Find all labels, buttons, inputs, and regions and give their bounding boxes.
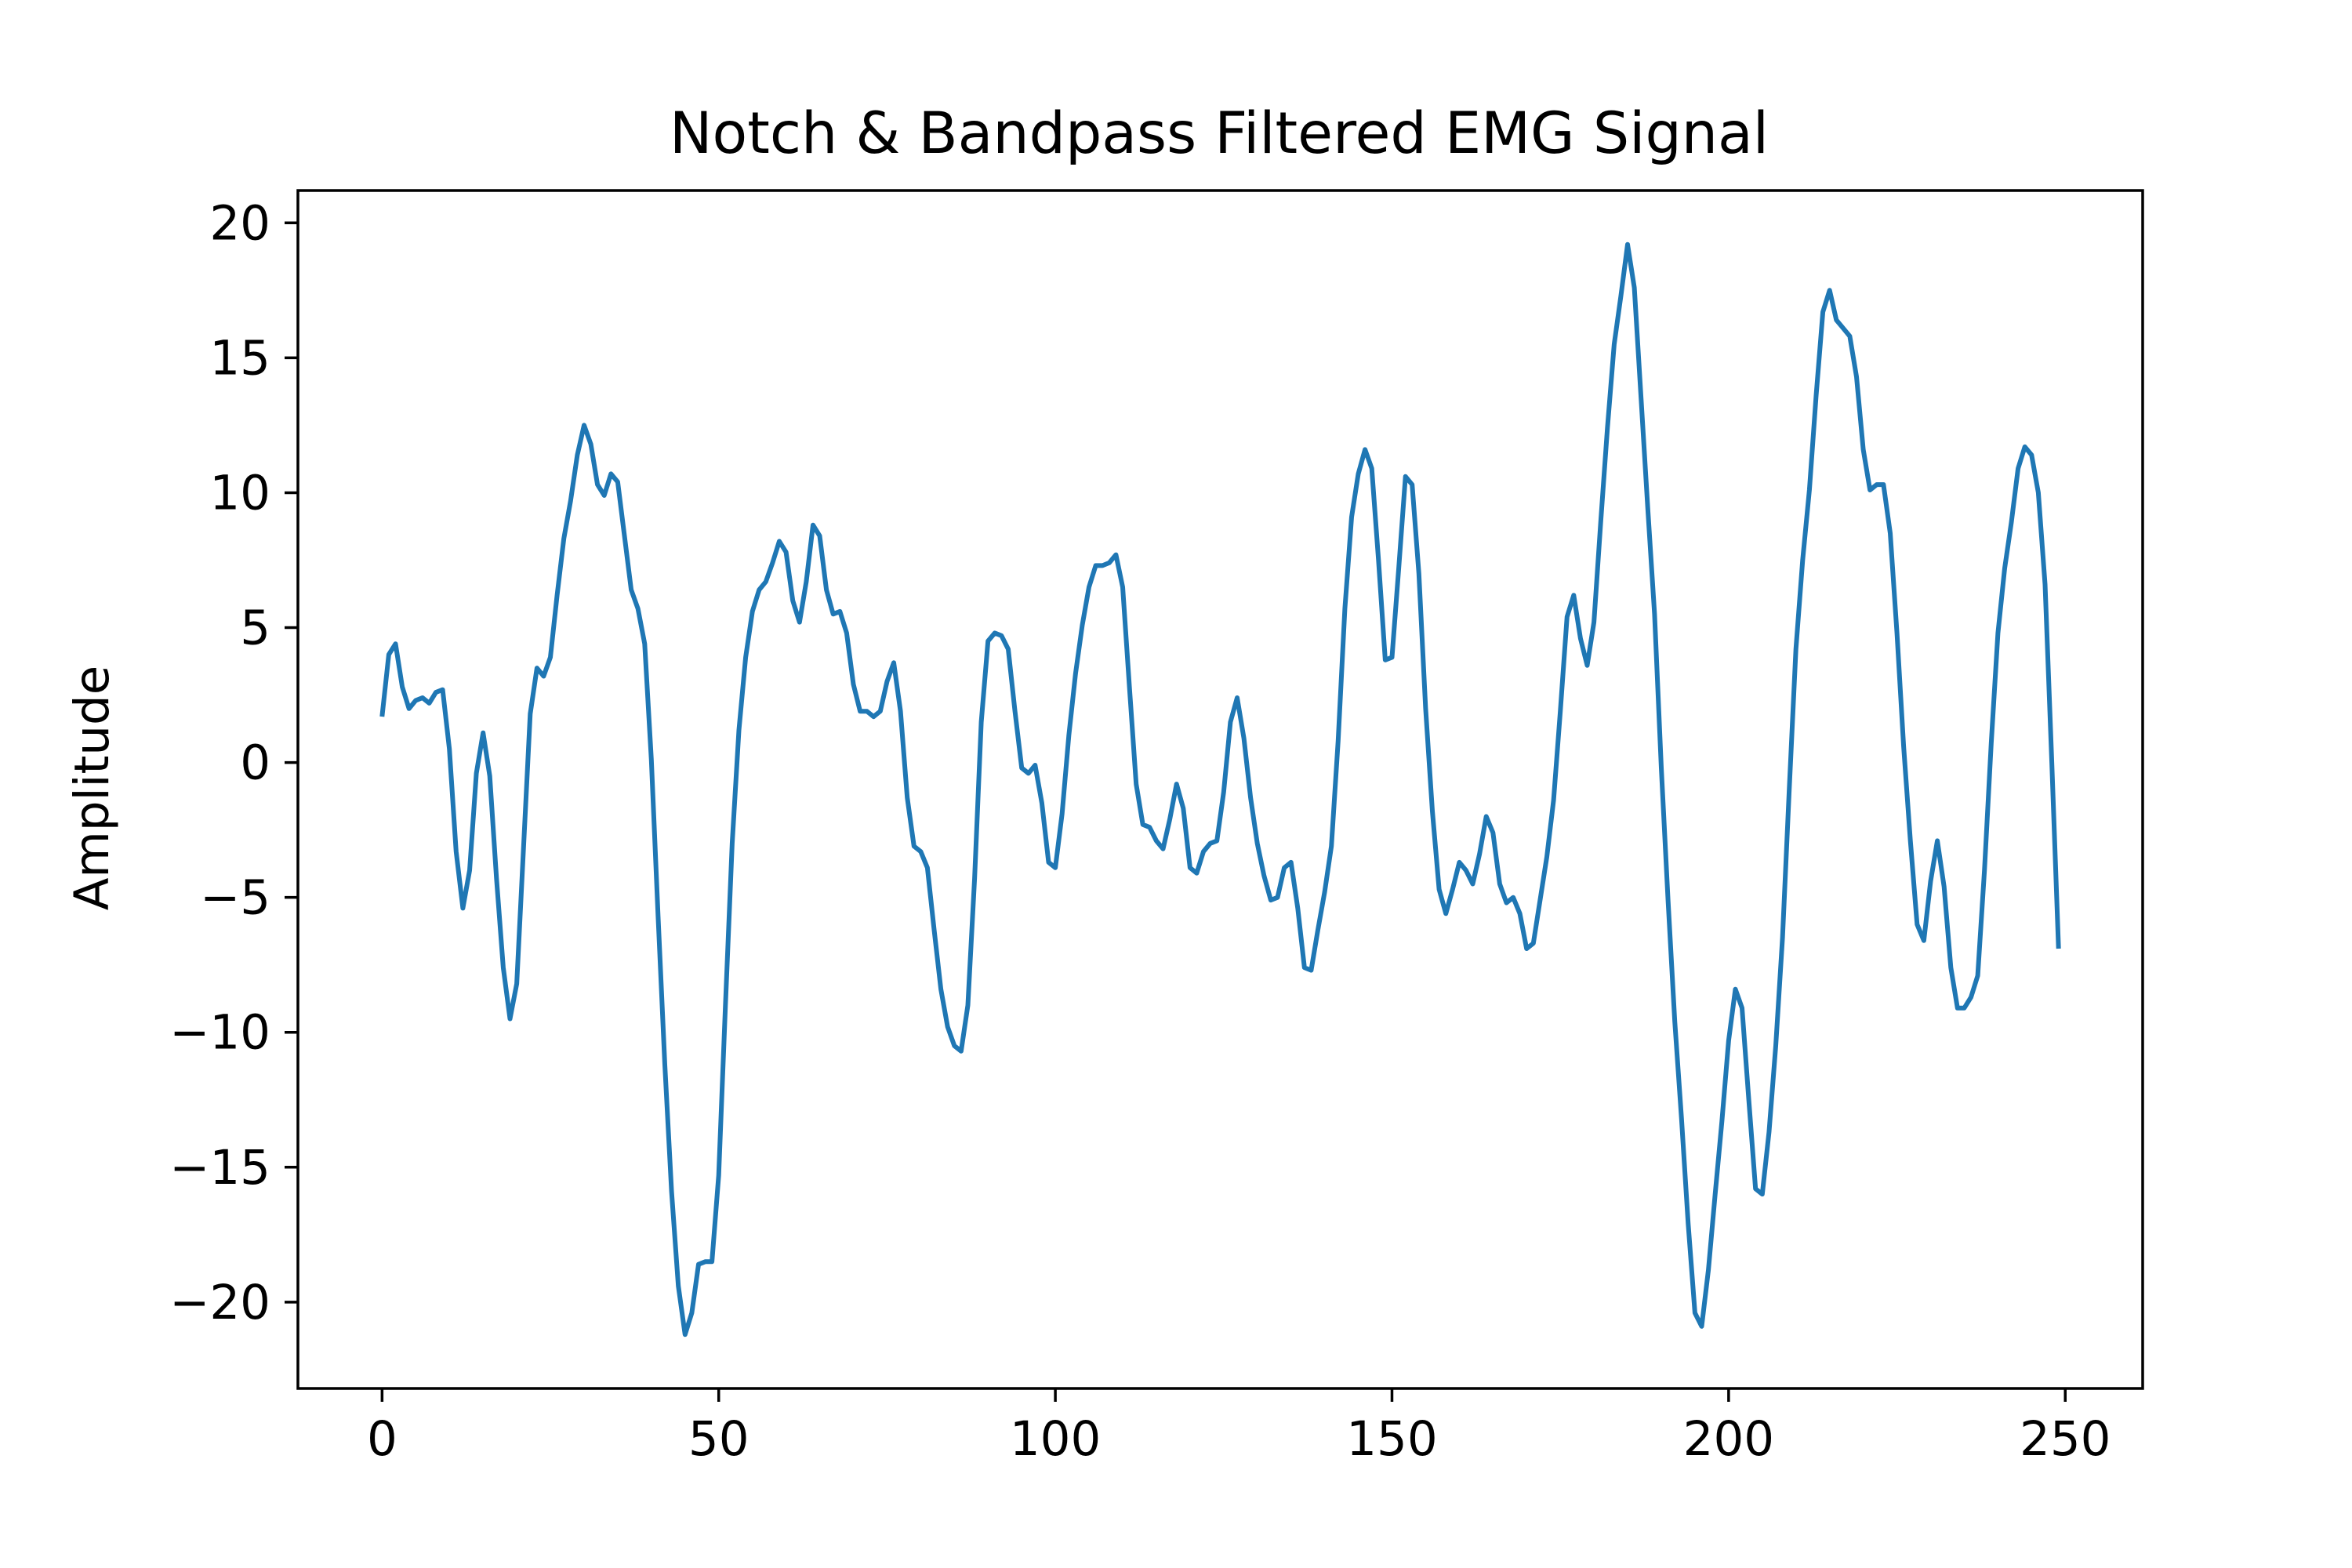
- y-tick-label: 5: [240, 601, 270, 656]
- x-tick-label: 150: [1346, 1411, 1437, 1467]
- y-tick-label: 15: [209, 330, 270, 386]
- y-axis-label: Amplitude: [64, 666, 120, 911]
- chart-title: Notch & Bandpass Filtered EMG Signal: [670, 100, 1769, 167]
- x-tick-label: 200: [1683, 1411, 1774, 1467]
- y-tick-label: −15: [169, 1140, 270, 1196]
- series-line-0: [379, 241, 2061, 1338]
- x-tick-label: 250: [2020, 1411, 2111, 1467]
- x-tick-label: 50: [688, 1411, 750, 1467]
- y-tick-label: 20: [209, 195, 270, 251]
- axes-frame: [296, 189, 2144, 1390]
- x-tick-label: 100: [1010, 1411, 1101, 1467]
- y-tick-label: −20: [169, 1275, 270, 1330]
- x-tick-label: 0: [367, 1411, 397, 1467]
- y-tick-label: −5: [200, 870, 270, 926]
- y-tick-label: 10: [209, 465, 270, 521]
- plot-area: [379, 241, 2061, 1338]
- y-tick-label: 0: [240, 735, 270, 791]
- y-tick-label: −10: [169, 1005, 270, 1061]
